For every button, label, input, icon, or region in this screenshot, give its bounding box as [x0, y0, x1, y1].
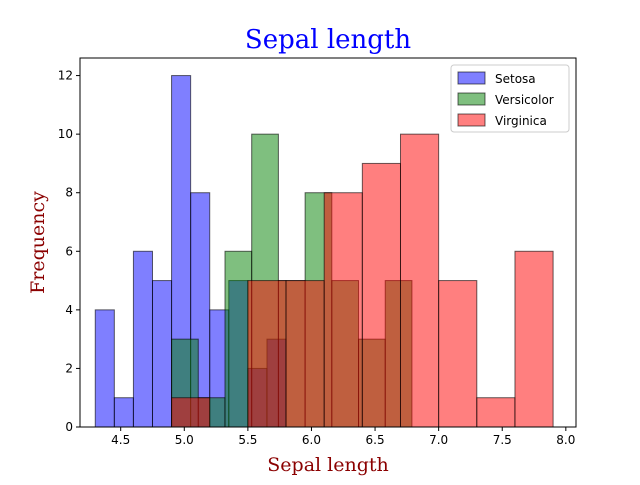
bar-virginica-6 [399, 133, 440, 428]
bar-setosa-3 [151, 280, 173, 428]
legend-swatch-versicolor [457, 92, 486, 106]
y-tick-label: 6 [65, 244, 73, 258]
y-tick-label: 8 [65, 186, 73, 200]
x-axis: 4.5 5.0 5.5 6.0 6.5 7.0 7.5 8.0 [111, 427, 575, 447]
bar-virginica-3 [285, 280, 325, 428]
bar-setosa-1 [113, 397, 134, 428]
bar-virginica-4 [323, 192, 363, 428]
bar-virginica-5 [361, 162, 401, 428]
y-tick-label: 4 [65, 303, 73, 317]
x-tick-label: 7.0 [429, 433, 448, 447]
bar-setosa-2 [132, 250, 153, 428]
x-tick-label: 7.5 [493, 433, 512, 447]
bar-setosa-0 [94, 309, 115, 428]
plot-frame [79, 57, 577, 428]
bar-virginica-7 [438, 280, 478, 428]
bar-virginica-9 [514, 250, 554, 428]
x-tick-label: 8.0 [556, 433, 575, 447]
x-tick-label: 6.0 [302, 433, 321, 447]
y-tick-label: 2 [65, 361, 73, 375]
legend-swatch-setosa [457, 71, 486, 85]
legend: Setosa Versicolor Virginica [450, 64, 570, 133]
legend-swatch-virginica [457, 113, 486, 127]
y-axis-label: Frequency [27, 191, 49, 294]
bar-virginica-8 [476, 397, 516, 428]
legend-label-versicolor: Versicolor [495, 93, 554, 107]
bars-layer [94, 75, 554, 428]
bar-virginica-2 [247, 280, 287, 428]
legend-label-virginica: Virginica [495, 114, 547, 128]
x-tick-label: 6.5 [366, 433, 385, 447]
y-tick-label: 0 [65, 420, 73, 434]
y-axis: 0 2 4 6 8 10 12 [58, 69, 80, 434]
x-axis-label: Sepal length [267, 454, 388, 476]
bar-virginica-0 [171, 397, 211, 428]
chart-title: Sepal length [245, 25, 411, 55]
x-tick-label: 5.5 [238, 433, 257, 447]
y-tick-label: 10 [58, 127, 73, 141]
x-tick-label: 5.0 [175, 433, 194, 447]
bar-versicolor-2 [224, 250, 253, 428]
y-tick-label: 12 [58, 69, 73, 83]
legend-label-setosa: Setosa [495, 72, 536, 86]
x-tick-label: 4.5 [111, 433, 130, 447]
